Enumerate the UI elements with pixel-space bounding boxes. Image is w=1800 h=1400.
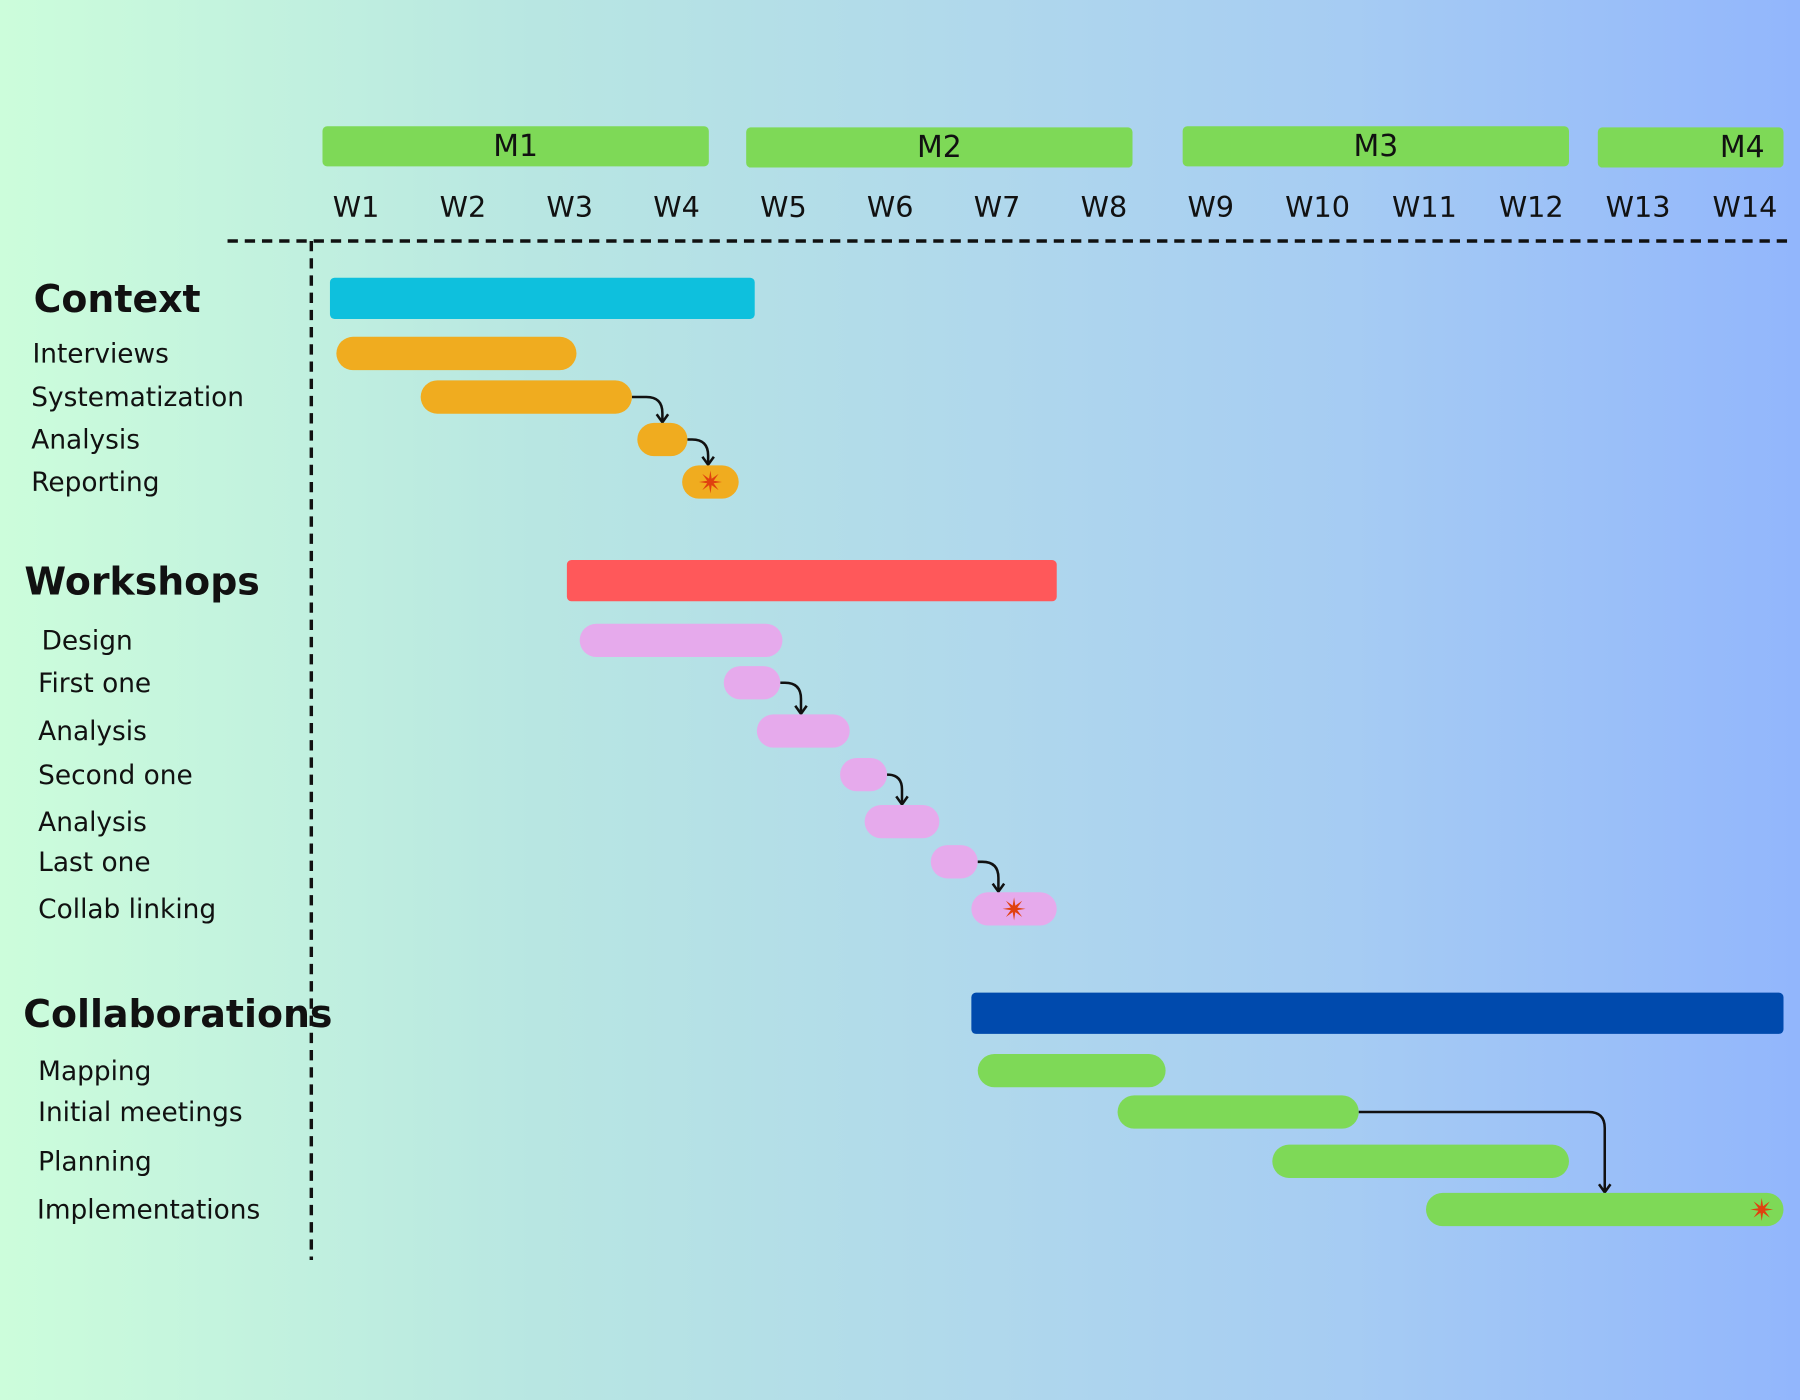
week-label: W4 xyxy=(653,190,700,224)
week-label: W8 xyxy=(1081,190,1128,224)
arrow-head-icon xyxy=(991,882,1006,894)
task-row: Analysis xyxy=(31,422,715,467)
task-label: Interviews xyxy=(32,340,168,370)
month-label: M2 xyxy=(917,130,962,165)
group-label: Context xyxy=(34,277,201,321)
group-workshops: Workshops Design First one Analysis Second o… xyxy=(24,559,1057,926)
task-row: Last one xyxy=(38,845,1006,894)
arrow-head-icon xyxy=(655,413,670,425)
week-label: W1 xyxy=(333,190,380,224)
task-bar xyxy=(579,623,783,657)
month-m4: M4 xyxy=(1597,127,1784,168)
task-bar xyxy=(637,422,688,457)
task-row: Mapping xyxy=(38,1054,1166,1088)
arrow-head-icon xyxy=(701,455,715,467)
task-label: Collab linking xyxy=(38,895,216,925)
milestone-star-icon xyxy=(1750,1198,1774,1221)
week-header: W1 W2 W3 W4 W5 W6 W7 W8 W9 W10 W11 W12 W13 W14 xyxy=(333,190,1778,224)
arrow-head-icon xyxy=(895,795,909,807)
task-label: Second one xyxy=(38,761,193,791)
arrow-head-icon xyxy=(1597,1183,1612,1195)
month-m1: M1 xyxy=(322,126,709,167)
month-label: M4 xyxy=(1720,130,1765,165)
month-label: M3 xyxy=(1353,129,1398,164)
week-label: W11 xyxy=(1392,190,1457,224)
group-bar xyxy=(329,277,755,320)
task-row: Systematization xyxy=(31,380,670,425)
task-row: Collab linking xyxy=(38,892,1057,926)
dependency-arrow xyxy=(886,773,904,805)
week-label: W2 xyxy=(440,190,487,224)
task-label: Analysis xyxy=(31,426,140,456)
milestone-star-icon xyxy=(698,470,722,494)
task-bar xyxy=(1272,1144,1569,1178)
week-label: W13 xyxy=(1606,190,1671,224)
task-row: Analysis xyxy=(38,714,850,748)
task-label: Analysis xyxy=(38,717,147,747)
week-label: W3 xyxy=(546,190,593,224)
task-row: Initial meetings xyxy=(38,1095,1612,1195)
week-label: W12 xyxy=(1499,190,1564,224)
task-label: Last one xyxy=(38,848,150,878)
dependency-arrow xyxy=(631,395,664,423)
task-row: First one xyxy=(38,666,808,716)
task-bar xyxy=(723,666,781,700)
task-label: Planning xyxy=(38,1147,152,1177)
gantt-rows: Context Interviews Systematization Analysis… xyxy=(23,277,1784,1227)
group-bar xyxy=(566,560,1057,602)
task-row: Analysis xyxy=(38,805,940,839)
group-label: Workshops xyxy=(24,559,259,603)
dependency-arrow xyxy=(687,438,710,465)
task-bar xyxy=(977,1054,1166,1088)
month-bar xyxy=(1597,127,1784,168)
group-collaborations: Collaborations Mapping Initial meetings Pla… xyxy=(23,992,1784,1227)
task-bar xyxy=(1425,1192,1784,1227)
month-m2: M2 xyxy=(746,127,1133,168)
month-bar xyxy=(746,127,1133,168)
task-bar xyxy=(930,845,978,879)
task-bar xyxy=(1117,1095,1359,1129)
month-bar xyxy=(1182,126,1569,167)
task-bar xyxy=(336,336,577,371)
task-label: First one xyxy=(38,669,151,699)
week-label: W14 xyxy=(1713,190,1778,224)
month-m3: M3 xyxy=(1182,126,1569,167)
task-label: Initial meetings xyxy=(38,1098,242,1128)
month-header: M1 M2 M3 M4 xyxy=(322,126,1784,168)
task-row: Second one xyxy=(38,757,909,807)
month-bar xyxy=(322,126,709,167)
milestone-star-icon xyxy=(1002,897,1026,921)
task-bar xyxy=(420,380,632,414)
week-label: W9 xyxy=(1187,190,1234,224)
task-row: Planning xyxy=(38,1144,1569,1178)
group-label: Collaborations xyxy=(23,992,332,1036)
task-row: Design xyxy=(42,623,783,657)
week-label: W5 xyxy=(760,190,807,224)
task-label: Mapping xyxy=(38,1057,151,1087)
dependency-arrow xyxy=(1358,1110,1607,1193)
group-bar xyxy=(971,992,1784,1034)
dependency-arrow xyxy=(977,860,1000,892)
month-label: M1 xyxy=(493,129,538,164)
task-label: Design xyxy=(42,627,133,657)
group-context: Context Interviews Systematization Analysis… xyxy=(31,277,755,499)
arrow-head-icon xyxy=(794,705,808,716)
task-bar xyxy=(756,714,850,748)
task-row: Implementations xyxy=(37,1192,1784,1227)
task-bar xyxy=(864,805,940,839)
task-row: Interviews xyxy=(32,336,577,371)
task-label: Implementations xyxy=(37,1196,260,1226)
week-label: W6 xyxy=(867,190,914,224)
week-label: W7 xyxy=(974,190,1021,224)
task-label: Analysis xyxy=(38,808,147,838)
task-row: Reporting xyxy=(31,465,739,499)
task-label: Reporting xyxy=(31,468,159,498)
task-label: Systematization xyxy=(31,383,244,413)
dependency-arrow xyxy=(780,681,803,714)
week-label: W10 xyxy=(1285,190,1350,224)
task-bar xyxy=(840,757,888,792)
